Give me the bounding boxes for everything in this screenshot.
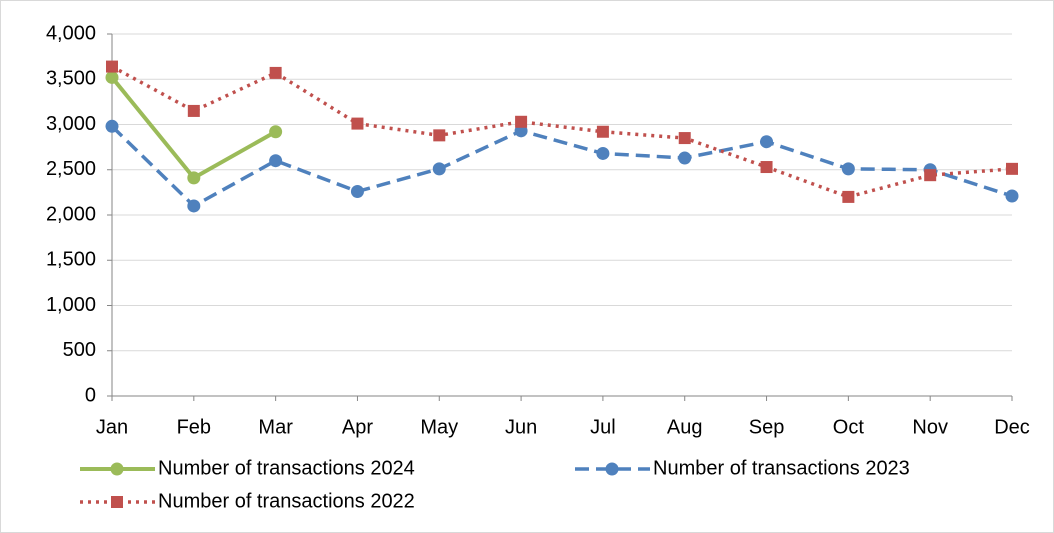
- marker: [351, 117, 364, 130]
- y-tick-label: 1,000: [46, 294, 96, 316]
- marker: [678, 151, 692, 165]
- legend-label: Number of transactions 2022: [158, 490, 415, 512]
- x-tick-label: Feb: [177, 416, 211, 438]
- marker: [269, 125, 283, 139]
- x-tick-label: Jul: [590, 416, 616, 438]
- legend-marker: [605, 462, 619, 476]
- x-tick-label: Mar: [258, 416, 293, 438]
- marker: [106, 60, 118, 73]
- x-tick-label: May: [420, 416, 458, 438]
- y-tick-label: 1,500: [46, 249, 96, 271]
- marker: [842, 190, 855, 203]
- y-tick-label: 2,000: [46, 203, 96, 225]
- marker: [924, 169, 937, 182]
- marker: [105, 70, 119, 84]
- y-tick-label: 0: [85, 384, 96, 406]
- x-tick-label: Nov: [912, 416, 948, 438]
- y-tick-label: 2,500: [46, 158, 96, 180]
- legend-marker: [110, 462, 124, 476]
- x-tick-label: Sep: [749, 416, 785, 438]
- x-tick-label: Dec: [994, 416, 1030, 438]
- marker: [596, 125, 609, 138]
- x-tick-label: Aug: [667, 416, 703, 438]
- marker: [515, 115, 528, 128]
- marker: [1006, 162, 1018, 175]
- marker: [187, 199, 201, 213]
- legend-marker: [111, 496, 123, 508]
- legend-label: Number of transactions 2024: [158, 457, 415, 479]
- x-tick-label: Jan: [96, 416, 128, 438]
- marker: [187, 104, 200, 117]
- marker: [269, 66, 282, 79]
- x-tick-label: Oct: [833, 416, 865, 438]
- marker: [760, 161, 773, 174]
- series-line: [111, 65, 1013, 199]
- marker: [678, 132, 691, 145]
- y-tick-label: 3,000: [46, 113, 96, 135]
- legend-label: Number of transactions 2023: [653, 457, 910, 479]
- marker: [841, 162, 855, 176]
- marker: [760, 135, 774, 149]
- y-tick-label: 4,000: [46, 22, 96, 44]
- marker: [432, 162, 446, 176]
- marker: [269, 154, 283, 168]
- x-tick-label: Apr: [342, 416, 373, 438]
- marker: [350, 184, 364, 198]
- marker: [105, 119, 119, 133]
- marker: [596, 146, 610, 160]
- marker: [433, 129, 446, 142]
- y-tick-label: 3,500: [46, 68, 96, 90]
- x-tick-label: Jun: [505, 416, 537, 438]
- marker: [1005, 189, 1019, 203]
- series-line: [110, 125, 1013, 208]
- marker: [187, 171, 201, 185]
- y-tick-label: 500: [63, 339, 96, 361]
